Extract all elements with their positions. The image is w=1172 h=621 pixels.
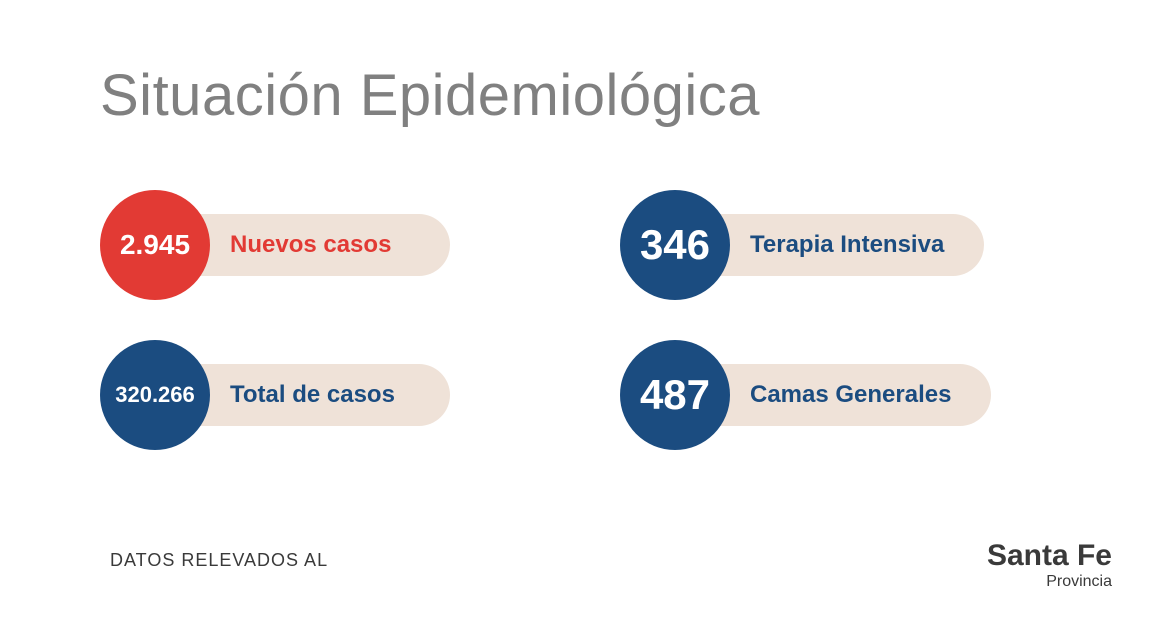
- stat-value: 487: [640, 371, 710, 419]
- page-title: Situación Epidemiológica: [100, 62, 760, 129]
- stat-circle: 320.266: [100, 340, 210, 450]
- stats-grid: Nuevos casos 2.945 Terapia Intensiva 346…: [100, 190, 1080, 450]
- stat-value: 2.945: [120, 229, 190, 261]
- stat-circle: 2.945: [100, 190, 210, 300]
- footer-caption: DATOS RELEVADOS AL: [110, 550, 328, 571]
- brand-block: Santa Fe Provincia: [987, 541, 1112, 591]
- stat-value: 320.266: [115, 382, 195, 408]
- stat-circle: 487: [620, 340, 730, 450]
- stat-label: Nuevos casos: [230, 231, 391, 259]
- brand-sub: Provincia: [987, 573, 1112, 591]
- stat-nuevos-casos: Nuevos casos 2.945: [100, 190, 560, 300]
- stat-total-casos: Total de casos 320.266: [100, 340, 560, 450]
- stat-circle: 346: [620, 190, 730, 300]
- stat-value: 346: [640, 221, 710, 269]
- brand-main: Santa Fe: [987, 541, 1112, 571]
- stat-camas-generales: Camas Generales 487: [620, 340, 1080, 450]
- stat-label: Total de casos: [230, 381, 395, 409]
- stat-label: Terapia Intensiva: [750, 231, 944, 259]
- stat-terapia-intensiva: Terapia Intensiva 346: [620, 190, 1080, 300]
- stat-label: Camas Generales: [750, 381, 951, 409]
- infographic-canvas: Situación Epidemiológica Nuevos casos 2.…: [0, 0, 1172, 621]
